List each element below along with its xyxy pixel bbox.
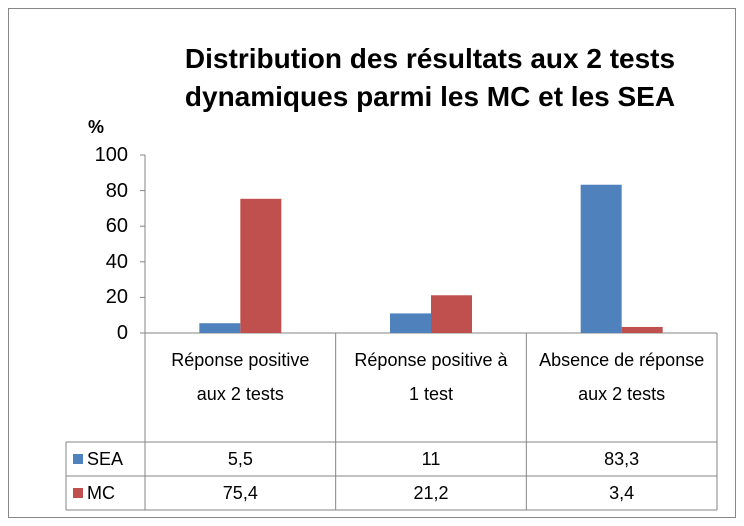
y-axis-label: % [88, 117, 105, 137]
legend-key [73, 454, 83, 464]
y-tick-label: 80 [105, 179, 128, 202]
bar [240, 198, 282, 333]
table-value: 3,4 [609, 483, 635, 503]
table-value: 83,3 [604, 449, 640, 469]
bar [580, 184, 622, 333]
bar [431, 295, 472, 333]
legend-label: MC [87, 483, 115, 503]
chart-title: Distribution des résultats aux 2 tests d… [184, 43, 676, 112]
y-tick-label: 0 [116, 322, 128, 344]
table-value: 11 [421, 449, 441, 469]
y-tick-label: 100 [94, 144, 128, 166]
bar [621, 326, 663, 333]
table-value: 75,4 [222, 483, 258, 503]
x-tick-label: Réponse positive à 1 test [354, 350, 508, 404]
y-tick-label: 20 [105, 286, 128, 309]
legend-key [73, 488, 83, 498]
table-value: 21,2 [413, 483, 449, 503]
x-tick-label: Réponse positive aux 2 tests [171, 350, 310, 404]
y-tick-label: 40 [105, 250, 128, 273]
table-value: 5,5 [227, 449, 253, 469]
y-tick-label: 60 [105, 215, 128, 238]
bar [390, 313, 431, 333]
bar [199, 323, 241, 333]
legend-label: SEA [87, 449, 124, 469]
x-tick-label: Absence de réponse aux 2 tests [539, 350, 705, 404]
